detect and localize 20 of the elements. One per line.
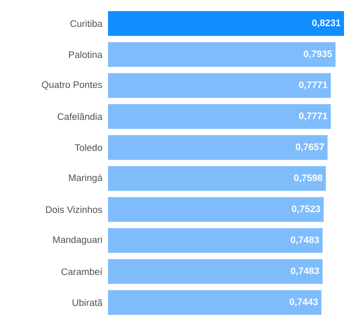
data-label: 0,7523 bbox=[292, 205, 320, 214]
y-tick-label: Cafelândia bbox=[58, 113, 102, 120]
data-label: 0,7771 bbox=[299, 81, 328, 90]
y-tick-label: Carambeí bbox=[61, 268, 102, 276]
y-tick-label: Toledo bbox=[74, 144, 102, 151]
y-tick-label: Mandaguari bbox=[53, 236, 102, 245]
y-tick-label: Dois Vizinhos bbox=[46, 206, 102, 213]
data-label: 0,7771 bbox=[299, 112, 328, 121]
data-label: 0,7935 bbox=[304, 50, 332, 59]
data-label: 0,7483 bbox=[290, 267, 320, 276]
data-label: 0,8231 bbox=[312, 19, 341, 28]
y-tick-label: Ubiratã bbox=[72, 299, 102, 306]
data-label: 0,7483 bbox=[290, 236, 320, 245]
data-label: 0,7657 bbox=[296, 143, 324, 152]
y-tick-label: Curitiba bbox=[70, 20, 102, 27]
data-label: 0,7598 bbox=[294, 174, 322, 183]
y-tick-label: Maringá bbox=[69, 174, 102, 183]
y-tick-label: Quatro Pontes bbox=[42, 81, 102, 90]
data-label: 0,7443 bbox=[290, 298, 318, 307]
y-tick-label: Palotina bbox=[69, 51, 102, 58]
